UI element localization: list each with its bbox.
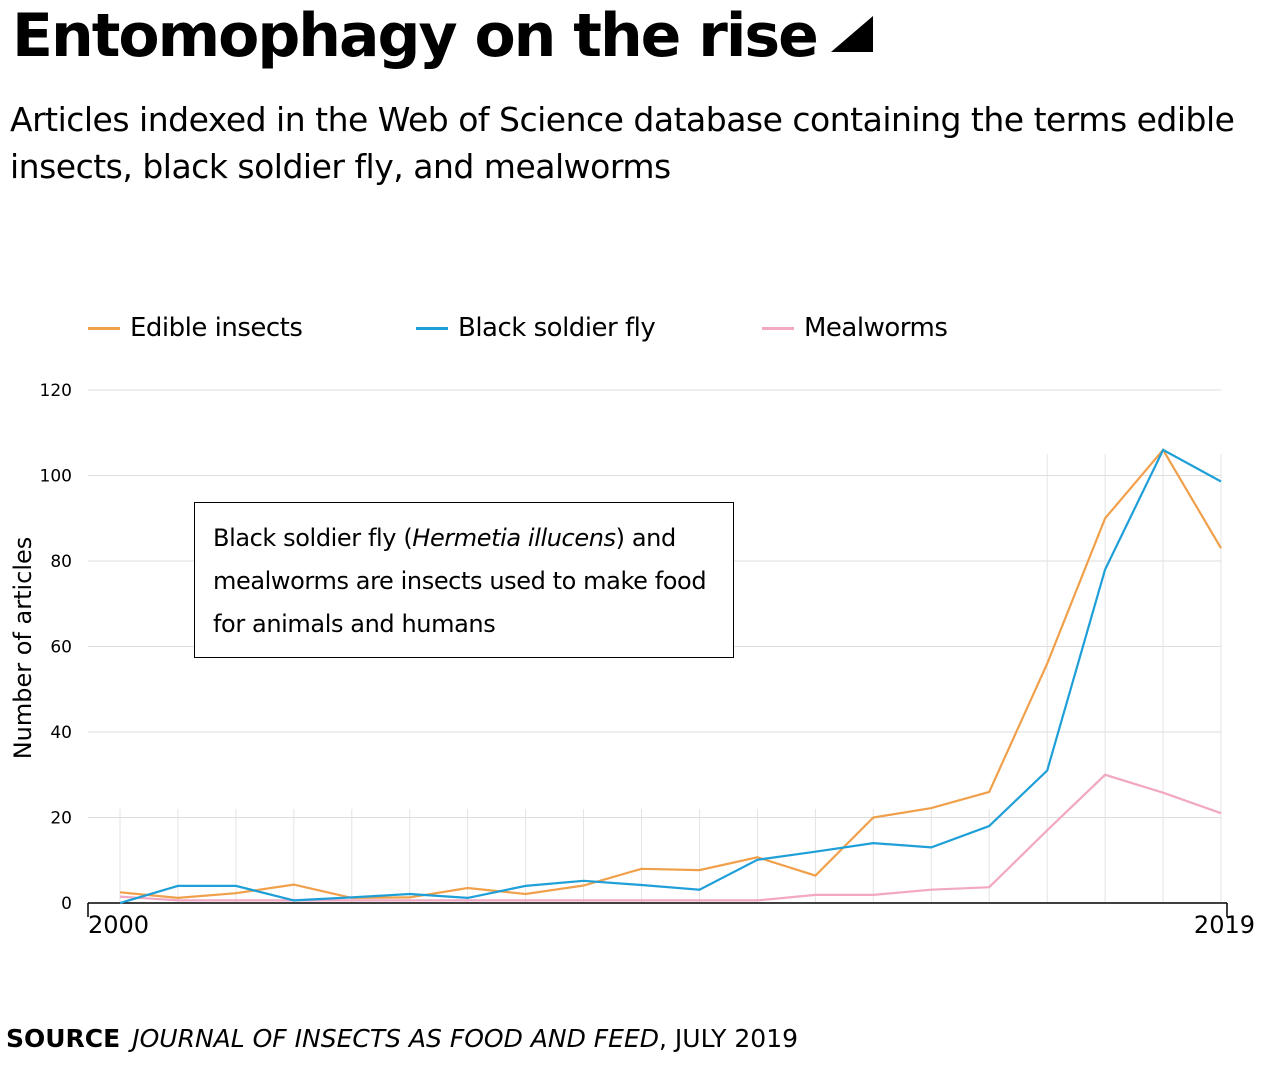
- y-tick-label: 60: [50, 638, 72, 658]
- source-date: , JULY 2019: [659, 1024, 799, 1053]
- line-chart: 0 20 40 60 80 100 120 2000 2019 Number of article…: [9, 381, 1255, 939]
- corner-triangle-icon: [830, 16, 873, 53]
- series-line-edible-insects: [119, 448, 1222, 900]
- legend-item-black-soldier-fly: Black soldier fly: [416, 308, 656, 348]
- legend-swatch-mealworms: [762, 326, 794, 330]
- legend-label-black-soldier-fly: Black soldier fly: [458, 313, 656, 343]
- annotation-text-part1: Black soldier fly (: [213, 524, 413, 552]
- legend-item-mealworms: Mealworms: [762, 308, 948, 348]
- y-tick-label: 120: [40, 381, 72, 401]
- legend-item-edible-insects: Edible insects: [88, 308, 303, 348]
- legend-swatch-edible-insects: [88, 326, 120, 330]
- legend-label-mealworms: Mealworms: [804, 313, 948, 343]
- x-tick-label: 2019: [1194, 911, 1255, 939]
- series-line-black-soldier-fly: [119, 448, 1222, 905]
- legend-label-edible-insects: Edible insects: [130, 313, 303, 343]
- source-label: SOURCE: [6, 1024, 121, 1053]
- source-line: SOURCE JOURNAL OF INSECTS AS FOOD AND FEE…: [6, 1024, 798, 1053]
- y-tick-label: 80: [50, 552, 72, 572]
- y-axis-title: Number of articles: [9, 537, 37, 760]
- y-tick-label: 0: [61, 894, 72, 914]
- annotation-species-name: Hermetia illucens: [412, 524, 616, 552]
- legend-swatch-black-soldier-fly: [416, 326, 448, 330]
- chart-title-text: Entomophagy on the rise: [12, 1, 819, 71]
- series-line-mealworms: [119, 773, 1222, 902]
- annotation-text-part2: ) and mealworms are insects used to make…: [213, 524, 707, 638]
- source-publication: JOURNAL OF INSECTS AS FOOD AND FEED: [132, 1024, 659, 1053]
- chart-title: Entomophagy on the rise: [12, 0, 873, 72]
- y-tick-label: 40: [50, 723, 72, 743]
- chart-subtitle: Articles indexed in the Web of Science d…: [10, 100, 1235, 186]
- y-tick-label: 100: [40, 467, 72, 487]
- x-tick-label: 2000: [88, 911, 149, 939]
- annotation-box: Black soldier fly (Hermetia illucens) an…: [194, 502, 734, 658]
- y-tick-label: 20: [50, 809, 72, 829]
